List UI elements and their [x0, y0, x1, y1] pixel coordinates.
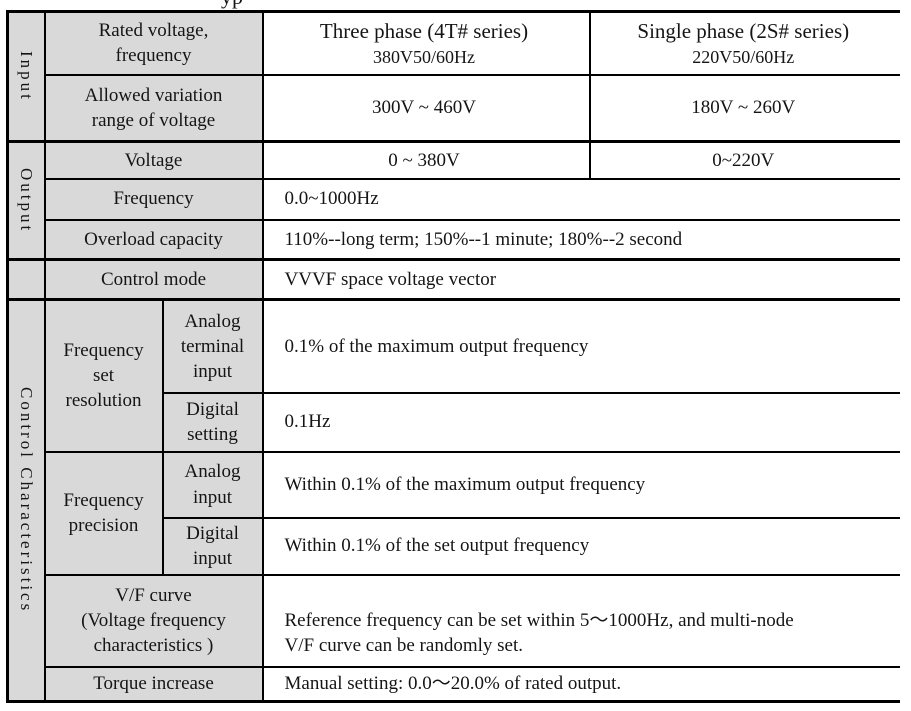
- allowed-variation-label-cell: Allowed variation range of voltage: [43, 73, 264, 143]
- overload-value: 110%--long term; 150%--1 minute; 180%--2…: [284, 228, 683, 250]
- three-phase-subtitle: 380V50/60Hz: [373, 46, 475, 67]
- allowed-variation-single-phase-value: 180V ~ 260V: [691, 97, 796, 119]
- rated-voltage-label: Rated voltage, frequency: [98, 20, 209, 67]
- voltage-single-phase-cell: 0~220V: [588, 140, 900, 180]
- voltage-label-cell: Voltage: [43, 140, 264, 180]
- freq-precision-label: Frequency precision: [63, 489, 144, 536]
- single-phase-header-cell: Single phase (2S# series) 220V50/60Hz: [588, 10, 900, 76]
- specification-table: Input Rated voltage, frequency Three pha…: [6, 10, 900, 703]
- torque-increase-value: Manual setting: 0.0～20.0% of rated outpu…: [284, 673, 622, 695]
- torque-increase-label-cell: Torque increase: [43, 665, 264, 703]
- table-row: Frequency precision Analog input Within …: [8, 450, 900, 576]
- voltage-single-phase-value: 0~220V: [712, 149, 775, 171]
- allowed-variation-three-phase-cell: 300V ~ 460V: [261, 73, 591, 143]
- cropped-text-fragment: yp: [221, 0, 267, 9]
- table-row: Control Characteristics Frequency set re…: [6, 298, 900, 703]
- analog-terminal-input-value-cell: 0.1% of the maximum output frequency: [261, 298, 900, 394]
- analog-terminal-input-value: 0.1% of the maximum output frequency: [284, 335, 589, 357]
- control-mode-label-cell: Control mode: [43, 258, 264, 301]
- output-section-cell: Output: [6, 140, 46, 261]
- analog-terminal-input-label-cell: Analog terminal input: [161, 298, 264, 394]
- table-row: Digital setting 0.1Hz: [8, 391, 900, 453]
- vf-curve-value-cell: Reference frequency can be set within 5～…: [261, 573, 900, 668]
- three-phase-title: Three phase (4T# series): [319, 19, 529, 44]
- three-phase-header-cell: Three phase (4T# series) 380V50/60Hz: [261, 10, 591, 76]
- torque-increase-value-cell: Manual setting: 0.0～20.0% of rated outpu…: [261, 665, 900, 703]
- input-section-label: Input: [16, 51, 36, 102]
- frequency-label-cell: Frequency: [43, 177, 264, 221]
- output-section-label: Output: [16, 167, 36, 234]
- overload-label-cell: Overload capacity: [43, 218, 264, 261]
- analog-input-value: Within 0.1% of the maximum output freque…: [284, 473, 646, 495]
- digital-setting-value-cell: 0.1Hz: [261, 391, 900, 453]
- analog-terminal-input-label: Analog terminal input: [180, 310, 245, 382]
- analog-input-label-cell: Analog input: [161, 450, 264, 519]
- control-section-label: Control Characteristics: [16, 387, 36, 614]
- overload-value-cell: 110%--long term; 150%--1 minute; 180%--2…: [261, 218, 900, 261]
- voltage-label: Voltage: [124, 149, 183, 171]
- allowed-variation-three-phase-value: 300V ~ 460V: [372, 97, 476, 119]
- vf-curve-label: V/F curve (Voltage frequency characteris…: [81, 584, 226, 657]
- frequency-label: Frequency: [113, 188, 194, 210]
- freq-precision-label-cell: Frequency precision: [43, 450, 164, 576]
- table-row: Allowed variation range of voltage 300V …: [8, 73, 900, 143]
- rated-voltage-label-cell: Rated voltage, frequency: [43, 10, 264, 76]
- input-section-cell: Input: [6, 10, 46, 143]
- table-row: Output Voltage 0 ~ 380V 0~220V: [6, 140, 900, 261]
- table-row: Overload capacity 110%--long term; 150%-…: [8, 218, 900, 261]
- digital-setting-label-cell: Digital setting: [161, 391, 264, 453]
- allowed-variation-label: Allowed variation range of voltage: [84, 84, 223, 131]
- voltage-three-phase-value: 0 ~ 380V: [388, 149, 460, 171]
- table-row: Torque increase Manual setting: 0.0～20.0…: [8, 665, 900, 703]
- freq-set-resolution-label: Frequency set resolution: [63, 340, 144, 412]
- digital-setting-label: Digital setting: [186, 398, 239, 445]
- frequency-value-cell: 0.0~1000Hz: [261, 177, 900, 221]
- freq-set-resolution-label-cell: Frequency set resolution: [43, 298, 164, 453]
- frequency-value: 0.0~1000Hz: [284, 188, 379, 210]
- control-mode-value: VVVF space voltage vector: [284, 268, 497, 290]
- vf-curve-label-cell: V/F curve (Voltage frequency characteris…: [43, 573, 264, 668]
- control-section-cell: Control Characteristics: [6, 298, 46, 703]
- single-phase-title: Single phase (2S# series): [637, 19, 850, 44]
- table-row: Frequency 0.0~1000Hz: [8, 177, 900, 221]
- allowed-variation-single-phase-cell: 180V ~ 260V: [588, 73, 900, 143]
- table-row: Input Rated voltage, frequency Three pha…: [6, 10, 900, 143]
- analog-input-label: Analog input: [184, 461, 241, 508]
- vf-curve-value: Reference frequency can be set within 5～…: [284, 609, 794, 657]
- single-phase-subtitle: 220V50/60Hz: [692, 46, 795, 67]
- digital-input-value-cell: Within 0.1% of the set output frequency: [261, 516, 900, 576]
- digital-input-value: Within 0.1% of the set output frequency: [284, 535, 590, 557]
- digital-input-label: Digital input: [186, 522, 239, 569]
- table-row: Control mode VVVF space voltage vector: [6, 258, 900, 301]
- voltage-three-phase-cell: 0 ~ 380V: [261, 140, 591, 180]
- control-mode-label: Control mode: [100, 268, 207, 290]
- overload-label: Overload capacity: [84, 228, 223, 250]
- table-row: V/F curve (Voltage frequency characteris…: [8, 573, 900, 668]
- digital-setting-value: 0.1Hz: [284, 411, 331, 433]
- digital-input-label-cell: Digital input: [161, 516, 264, 576]
- table-row: Digital input Within 0.1% of the set out…: [8, 516, 900, 576]
- empty-strip-cell: [6, 258, 46, 301]
- cropped-text: yp: [221, 0, 267, 8]
- control-mode-value-cell: VVVF space voltage vector: [261, 258, 900, 301]
- torque-increase-label: Torque increase: [93, 673, 214, 695]
- analog-input-value-cell: Within 0.1% of the maximum output freque…: [261, 450, 900, 519]
